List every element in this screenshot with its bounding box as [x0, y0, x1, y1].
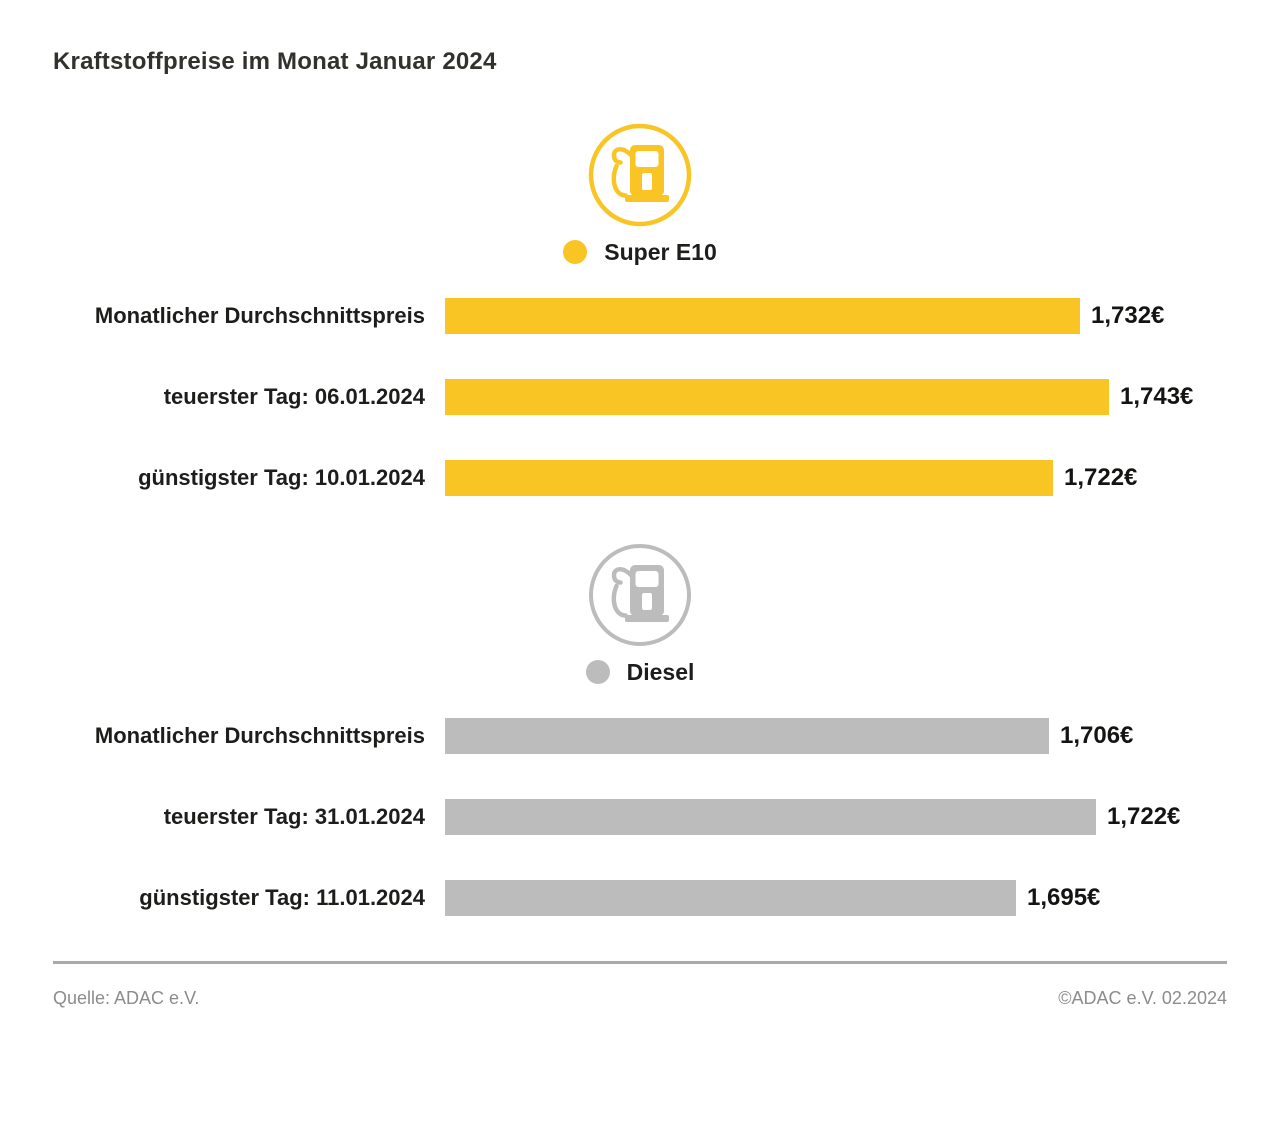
fuel-pump-icon — [586, 541, 694, 649]
source-credit: Quelle: ADAC e.V. — [53, 988, 200, 1008]
group-header: Diesel — [53, 541, 1227, 685]
bar-label: teuerster Tag: 06.01.2024 — [163, 384, 425, 409]
footer-divider — [53, 961, 1227, 964]
bar-value: 1,695€ — [1027, 884, 1101, 911]
copyright-credit: ©ADAC e.V. 02.2024 — [1058, 988, 1227, 1008]
bar-rows: Monatlicher Durchschnittspreis 1,732€ teue… — [53, 298, 1227, 496]
bar-value: 1,722€ — [1064, 464, 1138, 491]
chart-title: Kraftstoffpreise im Monat Januar 2024 — [53, 48, 497, 75]
bar-value: 1,706€ — [1060, 722, 1134, 749]
bar-value: 1,732€ — [1091, 302, 1165, 329]
bar-label: günstigster Tag: 10.01.2024 — [138, 465, 425, 490]
bar — [445, 379, 1109, 415]
bar-row: Monatlicher Durchschnittspreis 1,706€ — [53, 718, 1227, 754]
fuel-pump-icon — [586, 121, 694, 229]
group-diesel: Diesel Monatlicher Durchschnittspreis 1,7… — [53, 541, 1227, 916]
bar — [445, 799, 1096, 835]
bar-value: 1,722€ — [1107, 803, 1181, 830]
bar-label: teuerster Tag: 31.01.2024 — [163, 804, 425, 829]
bar-row: günstigster Tag: 11.01.2024 1,695€ — [53, 880, 1227, 916]
bar — [445, 298, 1080, 334]
legend: Diesel — [585, 658, 695, 685]
bar-label: Monatlicher Durchschnittspreis — [94, 723, 425, 748]
infographic-canvas: Kraftstoffpreise im Monat Januar 2024 Su… — [53, 48, 1227, 1009]
group-super-e10: Super E10 Monatlicher Durchschnittspreis… — [53, 121, 1227, 496]
bar-row: Monatlicher Durchschnittspreis 1,732€ — [53, 298, 1227, 334]
legend-dot — [563, 240, 588, 264]
bar-rows: Monatlicher Durchschnittspreis 1,706€ teue… — [53, 718, 1227, 916]
group-header: Super E10 — [53, 121, 1227, 265]
footer: Quelle: ADAC e.V. ©ADAC e.V. 02.2024 — [53, 988, 1227, 1009]
bar — [445, 718, 1049, 754]
legend: Super E10 — [563, 239, 717, 265]
bar — [445, 880, 1016, 916]
bar-label: günstigster Tag: 11.01.2024 — [139, 885, 425, 910]
bar-label: Monatlicher Durchschnittspreis — [94, 303, 425, 328]
bar-row: günstigster Tag: 10.01.2024 1,722€ — [53, 460, 1227, 496]
legend-label: Super E10 — [604, 238, 717, 265]
bar — [445, 460, 1053, 496]
bar-row: teuerster Tag: 06.01.2024 1,743€ — [53, 379, 1227, 415]
legend-dot — [585, 660, 610, 684]
bar-row: teuerster Tag: 31.01.2024 1,722€ — [53, 799, 1227, 835]
legend-label: Diesel — [626, 658, 695, 685]
bar-value: 1,743€ — [1120, 383, 1194, 410]
